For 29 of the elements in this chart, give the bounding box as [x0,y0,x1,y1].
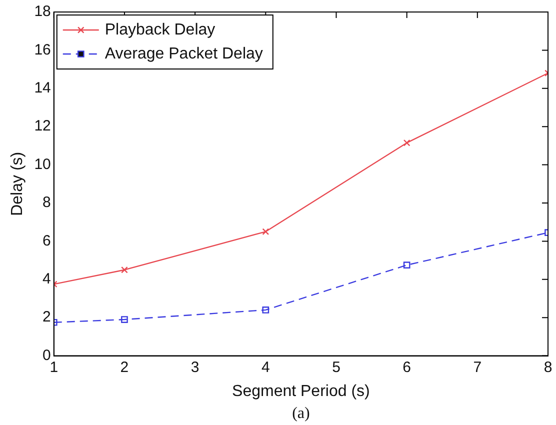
y-tick-label: 4 [42,270,51,288]
x-axis-title: Segment Period (s) [232,382,370,400]
y-tick-label: 10 [34,156,51,173]
point [121,266,128,274]
y-tick-label: 0 [42,346,51,364]
y-tick-label: 6 [42,232,51,250]
y-tick-label: 16 [34,41,51,58]
x-tick-label: 4 [261,358,270,376]
y-tick-label: 18 [34,3,51,20]
x-tick-label: 3 [190,358,200,376]
y-tick-label: 8 [42,194,51,212]
y-tick-label: 2 [42,308,51,326]
x-tick-label: 5 [332,358,340,376]
point [262,306,270,314]
text: (a) [292,405,310,422]
point [403,139,410,146]
x-tick-label: 2 [120,358,129,376]
x-tick-label: 6 [402,358,411,376]
y-tick-label: 14 [34,80,51,97]
point [403,262,410,269]
point [121,316,128,323]
point [262,228,270,236]
y-tick-label: 12 [34,118,51,135]
legend-label: Average Packet Delay [104,45,263,62]
x-tick-label: 7 [473,358,482,376]
x-tick-label: 8 [544,358,552,376]
legend-label: Playback Delay [104,21,216,38]
y-axis-title: Delay (s) [9,152,26,216]
x-tick-label: 1 [50,358,58,376]
